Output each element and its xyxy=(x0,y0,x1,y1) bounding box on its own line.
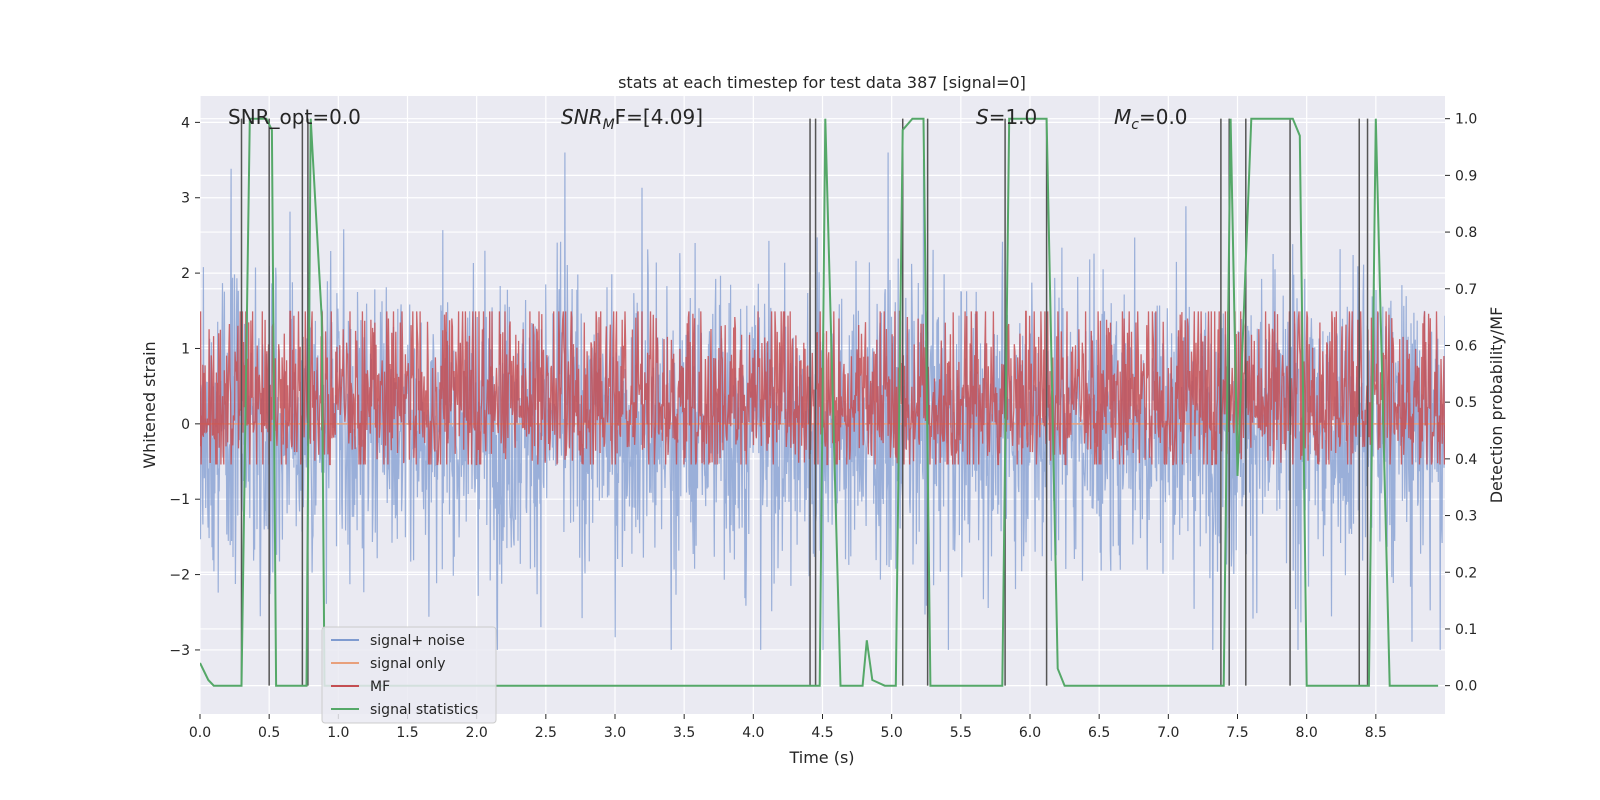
x-tick-label: 0.0 xyxy=(189,725,211,741)
legend-label-signal-only: signal only xyxy=(370,656,445,672)
s-var: S xyxy=(976,105,989,129)
mc-annotation: Mc=0.0 xyxy=(1114,105,1188,133)
left-y-axis-label: Whitened strain xyxy=(140,341,159,468)
x-tick-label: 2.0 xyxy=(466,725,488,741)
y-right-tick-label: 0.5 xyxy=(1455,395,1477,411)
x-tick-label: 0.5 xyxy=(258,725,280,741)
y-left-tick-label: −3 xyxy=(169,643,190,659)
x-tick-label: 4.0 xyxy=(742,725,764,741)
y-left-tick-label: 0 xyxy=(181,417,190,433)
x-tick-label: 8.0 xyxy=(1296,725,1318,741)
x-tick-label: 1.5 xyxy=(396,725,418,741)
x-tick-label: 4.5 xyxy=(811,725,833,741)
x-tick-label: 8.5 xyxy=(1365,725,1387,741)
legend-box xyxy=(321,626,497,724)
y-right-tick-label: 0.6 xyxy=(1455,338,1477,354)
mc-rest: =0.0 xyxy=(1139,105,1188,129)
x-tick-label: 2.5 xyxy=(535,725,557,741)
y-right-tick-label: 0.8 xyxy=(1455,225,1477,241)
legend-label-signal-noise: signal+ noise xyxy=(370,633,465,649)
y-right-tick-label: 0.9 xyxy=(1455,168,1477,184)
y-left-tick-label: 2 xyxy=(181,266,190,282)
x-tick-label: 7.0 xyxy=(1157,725,1179,741)
y-right-tick-label: 0.4 xyxy=(1455,452,1477,468)
legend-label-mf: MF xyxy=(370,679,390,695)
snr-mf-rest: F=[4.09] xyxy=(615,105,703,129)
x-tick-label: 6.0 xyxy=(1019,725,1041,741)
y-right-tick-label: 0.2 xyxy=(1455,565,1477,581)
snr-mf-sub: M xyxy=(603,117,615,133)
x-tick-label: 6.5 xyxy=(1088,725,1110,741)
x-tick-label: 3.5 xyxy=(673,725,695,741)
snr-mf-annotation: SNRMF=[4.09] xyxy=(561,105,703,133)
x-tick-label: 5.5 xyxy=(950,725,972,741)
y-left-tick-label: 1 xyxy=(181,341,190,357)
s-annotation: S=1.0 xyxy=(976,105,1037,129)
y-left-tick-label: 3 xyxy=(181,191,190,207)
legend: signal+ noise signal only MF signal stat… xyxy=(321,626,497,724)
y-left-tick-label: 4 xyxy=(181,115,190,131)
data-layer xyxy=(200,117,1445,687)
snr-mf-main: SNR xyxy=(561,105,603,129)
mc-sub: c xyxy=(1131,117,1139,133)
y-left-tick-label: −2 xyxy=(169,568,190,584)
y-right-tick-label: 0.0 xyxy=(1455,679,1477,695)
s-rest: =1.0 xyxy=(989,105,1038,129)
y-right-tick-label: 0.1 xyxy=(1455,622,1477,638)
axes: 0.0 0.5 1.0 1.5 2.0 2.5 3.0 3.5 4.0 4.5 5.0 5.5 6.0 6… xyxy=(169,112,1477,741)
y-right-tick-label: 0.3 xyxy=(1455,509,1477,525)
x-tick-label: 5.0 xyxy=(881,725,903,741)
snr-opt-annotation: SNR_opt=0.0 xyxy=(228,105,361,129)
y-left-tick-label: −1 xyxy=(169,492,190,508)
x-tick-label: 7.5 xyxy=(1226,725,1248,741)
mc-var: M xyxy=(1114,105,1131,129)
right-y-axis-label: Detection probability/MF xyxy=(1487,307,1506,504)
chart-title: stats at each timestep for test data 387… xyxy=(618,73,1026,92)
series-signal-statistics xyxy=(200,117,1439,687)
x-axis-label: Time (s) xyxy=(788,748,854,767)
y-right-tick-label: 1.0 xyxy=(1455,112,1477,128)
x-tick-label: 1.0 xyxy=(327,725,349,741)
y-right-tick-label: 0.7 xyxy=(1455,282,1477,298)
legend-label-signal-statistics: signal statistics xyxy=(370,702,478,718)
x-tick-label: 3.0 xyxy=(604,725,626,741)
